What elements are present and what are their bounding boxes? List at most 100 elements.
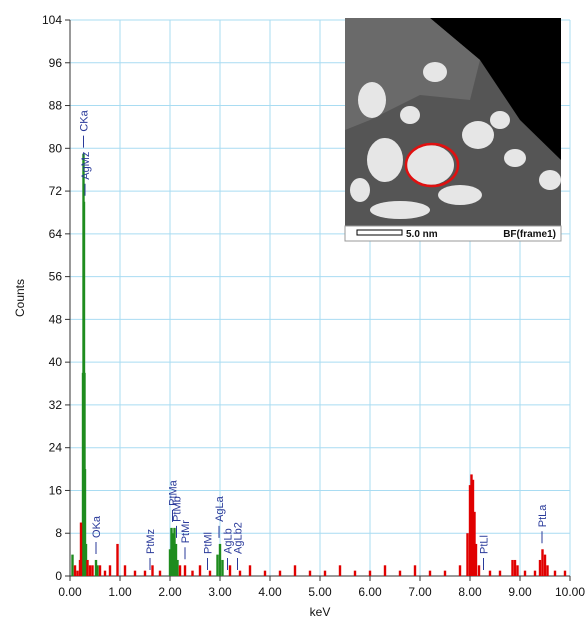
bar	[96, 565, 99, 576]
bar	[221, 559, 224, 576]
bar	[428, 570, 432, 576]
bar	[171, 533, 175, 576]
frame-label: BF(frame1)	[503, 229, 556, 240]
bar	[108, 565, 112, 576]
bar	[71, 554, 74, 576]
bar	[477, 565, 481, 576]
bar	[383, 565, 387, 576]
y-tick-label: 16	[49, 483, 63, 497]
y-axis-label: Counts	[13, 279, 27, 317]
bar	[88, 565, 92, 576]
bar	[228, 565, 232, 576]
dark-region	[430, 18, 561, 160]
bar	[468, 485, 472, 576]
bar	[398, 570, 402, 576]
bar	[123, 565, 127, 576]
scale-bar	[356, 229, 403, 236]
x-tick-label: 10.00	[555, 585, 585, 599]
bar	[546, 565, 549, 576]
bar	[191, 570, 194, 576]
bar	[293, 565, 297, 576]
y-tick-label: 80	[49, 141, 63, 155]
bar	[79, 522, 83, 576]
y-tick-label: 40	[49, 355, 63, 369]
bar	[84, 543, 88, 576]
bar	[488, 570, 492, 576]
bar	[173, 527, 176, 576]
x-tick-label: 6.00	[358, 585, 382, 599]
bar	[73, 565, 77, 576]
bar	[473, 511, 476, 576]
annotation-label: PtMa	[168, 479, 180, 506]
bar	[263, 570, 267, 576]
bar	[533, 570, 537, 576]
x-axis-label: keV	[310, 605, 331, 619]
bar	[98, 565, 102, 576]
y-tick-label: 104	[42, 13, 62, 27]
bar	[86, 559, 89, 576]
bar	[474, 543, 478, 576]
bar	[83, 469, 87, 576]
x-tick-label: 7.00	[408, 585, 432, 599]
bar	[543, 554, 547, 576]
bar	[523, 570, 527, 576]
bar	[168, 549, 172, 576]
bar	[208, 570, 212, 576]
y-tick-label: 56	[49, 270, 63, 284]
bar	[368, 570, 372, 576]
bar	[176, 559, 179, 576]
bar	[91, 565, 94, 576]
bar	[216, 554, 219, 576]
bar	[563, 570, 567, 576]
x-tick-label: 1.00	[108, 585, 132, 599]
y-tick-label: 64	[49, 227, 63, 241]
bar	[116, 543, 119, 576]
bar	[538, 559, 542, 576]
y-tick-label: 88	[49, 99, 63, 113]
annotation-label: PtMl	[203, 532, 215, 554]
bar	[143, 570, 147, 576]
bar	[198, 565, 202, 576]
bar	[443, 570, 447, 576]
bar	[248, 565, 252, 576]
x-tick-label: 5.00	[308, 585, 332, 599]
bar	[553, 570, 557, 576]
bar	[174, 543, 178, 576]
region-marker	[404, 142, 460, 188]
bar	[466, 533, 469, 576]
bar	[151, 565, 154, 576]
bar	[471, 479, 475, 576]
bar	[183, 565, 187, 576]
bar	[133, 570, 137, 576]
annotation-label: OKa	[91, 515, 103, 538]
annotation-label: AgLb2	[233, 522, 245, 554]
bar	[76, 570, 79, 576]
bar	[513, 559, 517, 576]
y-tick-label: 72	[49, 184, 63, 198]
bar	[511, 559, 514, 576]
annotation-label: AgMz	[80, 152, 92, 180]
y-tick-label: 24	[49, 441, 63, 455]
bar	[158, 570, 162, 576]
bar	[178, 565, 182, 576]
scale-label: 5.0 nm	[406, 229, 438, 240]
annotation-label: PtMb	[172, 496, 184, 522]
y-tick-label: 48	[49, 312, 63, 326]
annotation-label: PtLl	[479, 535, 491, 554]
x-tick-label: 4.00	[258, 585, 282, 599]
x-tick-label: 0.00	[58, 585, 82, 599]
bar	[103, 570, 107, 576]
bar	[516, 565, 519, 576]
y-tick-label: 96	[49, 56, 63, 70]
bar	[218, 543, 222, 576]
x-tick-label: 9.00	[508, 585, 532, 599]
annotation-label: PtMz	[145, 529, 157, 554]
bar	[94, 559, 98, 576]
bar	[541, 549, 544, 576]
bar	[278, 570, 282, 576]
bar	[308, 570, 312, 576]
annotation-label: PtLa	[537, 504, 549, 528]
annotation-label: PtMr	[180, 520, 192, 544]
y-tick-label: 0	[55, 569, 62, 583]
